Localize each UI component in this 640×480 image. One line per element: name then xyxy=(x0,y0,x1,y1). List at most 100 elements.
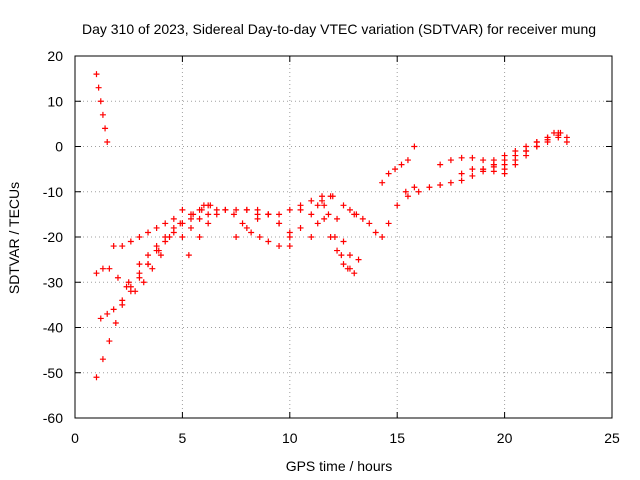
data-point xyxy=(392,166,399,173)
data-point xyxy=(404,193,411,200)
data-point xyxy=(426,184,433,191)
data-point xyxy=(276,243,283,250)
data-point xyxy=(106,338,113,345)
data-point xyxy=(97,315,104,322)
series-track-12 xyxy=(308,193,353,259)
data-point xyxy=(99,111,106,118)
data-point xyxy=(153,243,160,250)
data-point xyxy=(119,243,126,250)
series-track-8 xyxy=(185,206,293,259)
data-point xyxy=(501,157,508,164)
data-point xyxy=(276,220,283,227)
y-tick-label: -40 xyxy=(43,320,63,336)
data-point xyxy=(104,310,111,317)
data-point xyxy=(402,188,409,195)
data-point xyxy=(136,274,143,281)
y-tick-label: -20 xyxy=(43,229,63,245)
data-point xyxy=(190,211,197,218)
series-track-2 xyxy=(93,202,214,381)
data-point xyxy=(233,234,240,240)
data-point xyxy=(93,71,100,78)
data-point xyxy=(213,211,220,218)
data-point xyxy=(145,261,152,268)
data-point xyxy=(196,215,203,222)
data-point xyxy=(297,206,304,213)
plot-frame xyxy=(74,55,613,419)
data-point xyxy=(153,224,160,231)
data-point xyxy=(340,261,347,268)
data-point xyxy=(544,136,551,143)
y-tick-label: 20 xyxy=(47,48,63,64)
x-axis-label: GPS time / hours xyxy=(286,458,393,474)
data-point xyxy=(196,234,203,240)
data-point xyxy=(415,188,422,195)
data-point xyxy=(136,234,143,240)
data-point xyxy=(563,138,570,145)
data-point xyxy=(334,215,341,222)
series-track-14 xyxy=(346,184,418,240)
data-points xyxy=(93,71,570,381)
series-track-4 xyxy=(93,252,164,295)
data-point xyxy=(490,161,497,168)
data-point xyxy=(127,238,134,245)
data-point xyxy=(157,252,164,259)
data-point xyxy=(233,206,240,213)
data-point xyxy=(205,211,212,218)
data-point xyxy=(119,297,126,304)
data-point xyxy=(145,229,152,236)
data-point xyxy=(179,234,186,240)
data-point xyxy=(353,211,360,218)
series-track-1 xyxy=(93,71,111,145)
data-point xyxy=(334,247,341,254)
series-track-20 xyxy=(480,132,562,173)
series-track-13 xyxy=(319,193,358,277)
data-point xyxy=(140,279,147,286)
data-point xyxy=(447,157,454,164)
data-point xyxy=(321,215,328,222)
data-point xyxy=(469,172,476,179)
y-tick-label: 10 xyxy=(47,93,63,109)
data-point xyxy=(286,206,293,213)
data-point xyxy=(97,98,104,105)
data-point xyxy=(187,224,194,231)
data-point xyxy=(379,234,386,240)
data-point xyxy=(170,224,177,231)
data-point xyxy=(385,220,392,227)
data-point xyxy=(346,252,353,259)
x-tick-label: 15 xyxy=(389,430,405,446)
data-point xyxy=(205,220,212,227)
data-point xyxy=(256,234,263,240)
data-point xyxy=(110,243,117,250)
data-point xyxy=(359,215,366,222)
y-tick-label: -50 xyxy=(43,365,63,381)
data-point xyxy=(437,181,444,188)
data-point xyxy=(106,265,113,272)
x-tick-label: 10 xyxy=(282,430,298,446)
series-track-16 xyxy=(404,161,508,200)
data-point xyxy=(185,252,192,259)
data-point xyxy=(112,319,119,326)
data-point xyxy=(501,170,508,177)
series-track-11 xyxy=(297,197,362,272)
data-point xyxy=(196,206,203,213)
series-track-10 xyxy=(243,193,358,236)
data-point xyxy=(230,211,237,218)
data-point xyxy=(104,138,111,145)
x-tick-label: 0 xyxy=(71,430,79,446)
data-point xyxy=(149,265,156,272)
series-track-5 xyxy=(110,206,186,250)
data-point xyxy=(308,197,315,204)
x-tick-label: 25 xyxy=(604,430,620,446)
data-point xyxy=(319,193,326,200)
data-point xyxy=(437,161,444,168)
y-tick-label: -10 xyxy=(43,184,63,200)
data-point xyxy=(265,211,272,218)
series-track-6 xyxy=(125,202,212,286)
y-tick-label: -60 xyxy=(43,410,63,426)
data-point xyxy=(512,152,519,159)
data-point xyxy=(99,265,106,272)
data-point xyxy=(480,166,487,173)
data-point xyxy=(162,220,169,227)
data-point xyxy=(93,374,100,381)
data-point xyxy=(179,220,186,227)
